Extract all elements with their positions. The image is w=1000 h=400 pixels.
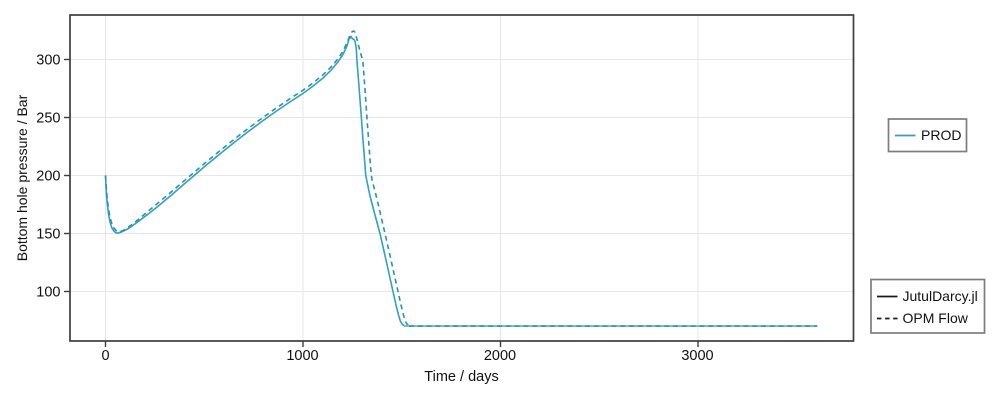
svg-text:Time / days: Time / days xyxy=(424,369,498,385)
svg-text:JutulDarcy.jl: JutulDarcy.jl xyxy=(903,288,978,304)
svg-text:250: 250 xyxy=(36,111,60,127)
svg-text:100: 100 xyxy=(36,285,60,301)
svg-text:150: 150 xyxy=(36,227,60,243)
svg-text:300: 300 xyxy=(36,53,60,69)
svg-text:3000: 3000 xyxy=(681,348,713,364)
svg-text:Bottom hole pressure / Bar: Bottom hole pressure / Bar xyxy=(14,94,30,261)
svg-text:0: 0 xyxy=(101,348,109,364)
svg-text:200: 200 xyxy=(36,169,60,185)
svg-text:2000: 2000 xyxy=(484,348,516,364)
svg-text:PROD: PROD xyxy=(921,127,961,143)
svg-text:OPM Flow: OPM Flow xyxy=(903,310,969,326)
svg-text:1000: 1000 xyxy=(286,348,318,364)
